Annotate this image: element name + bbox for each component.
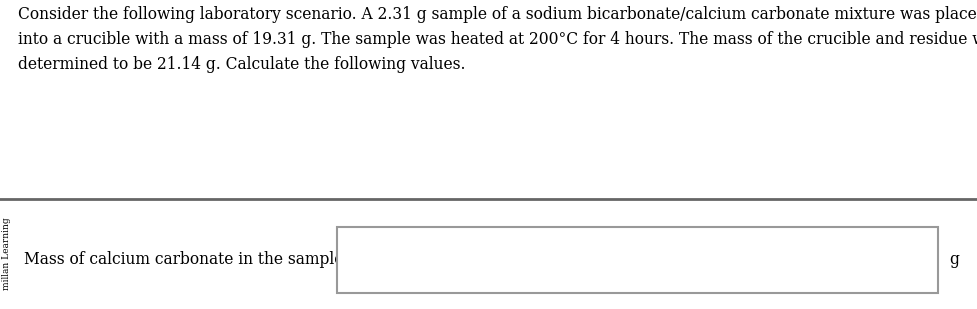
Text: Consider the following laboratory scenario. A 2.31 g sample of a sodium bicarbon: Consider the following laboratory scenar… <box>18 6 977 73</box>
Text: g: g <box>950 251 959 268</box>
Text: Mass of calcium carbonate in the sample:: Mass of calcium carbonate in the sample: <box>24 251 349 268</box>
FancyBboxPatch shape <box>337 227 938 293</box>
Text: millan Learning: millan Learning <box>2 218 12 290</box>
